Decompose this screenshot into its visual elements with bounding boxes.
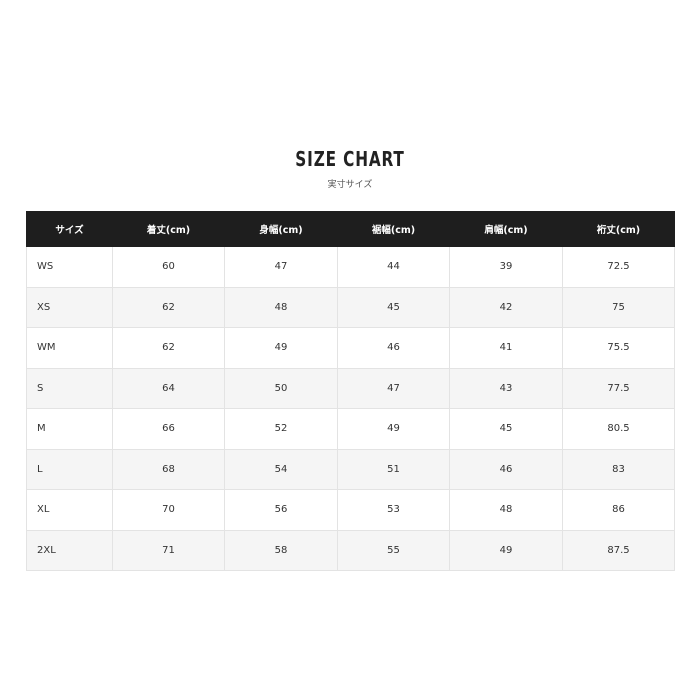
table-row: 2XL 71 58 55 49 87.5 [26, 529, 675, 571]
measurement-cell: 83 [562, 448, 675, 490]
table-row: S 64 50 47 43 77.5 [26, 367, 675, 409]
measurement-cell: 39 [449, 246, 563, 288]
table-row: M 66 52 49 45 80.5 [26, 408, 675, 450]
column-header: 肩幅(cm) [449, 211, 563, 247]
measurement-cell: 62 [112, 286, 225, 328]
column-header: 着丈(cm) [112, 211, 225, 247]
measurement-cell: 64 [112, 367, 225, 409]
table-header-row: サイズ 着丈(cm) 身幅(cm) 裾幅(cm) 肩幅(cm) 裄丈(cm) [26, 211, 675, 247]
size-label-cell: WS [26, 246, 113, 288]
measurement-cell: 47 [337, 367, 450, 409]
measurement-cell: 75.5 [562, 327, 675, 369]
size-label-cell: WM [26, 327, 113, 369]
measurement-cell: 54 [224, 448, 338, 490]
measurement-cell: 46 [449, 448, 563, 490]
measurement-cell: 53 [337, 489, 450, 531]
measurement-cell: 49 [224, 327, 338, 369]
measurement-cell: 87.5 [562, 529, 675, 571]
size-label-cell: XS [26, 286, 113, 328]
measurement-cell: 44 [337, 246, 450, 288]
measurement-cell: 70 [112, 489, 225, 531]
measurement-cell: 58 [224, 529, 338, 571]
measurement-cell: 45 [337, 286, 450, 328]
column-header: 裾幅(cm) [337, 211, 450, 247]
measurement-cell: 75 [562, 286, 675, 328]
measurement-cell: 55 [337, 529, 450, 571]
measurement-cell: 66 [112, 408, 225, 450]
measurement-cell: 51 [337, 448, 450, 490]
page-title: SIZE CHART [295, 147, 405, 171]
size-chart-table: サイズ 着丈(cm) 身幅(cm) 裾幅(cm) 肩幅(cm) 裄丈(cm) WS 60 47… [26, 211, 675, 571]
column-header: サイズ [26, 211, 113, 247]
measurement-cell: 43 [449, 367, 563, 409]
measurement-cell: 62 [112, 327, 225, 369]
measurement-cell: 68 [112, 448, 225, 490]
measurement-cell: 49 [337, 408, 450, 450]
measurement-cell: 46 [337, 327, 450, 369]
measurement-cell: 56 [224, 489, 338, 531]
table-row: XL 70 56 53 48 86 [26, 489, 675, 531]
measurement-cell: 86 [562, 489, 675, 531]
measurement-cell: 45 [449, 408, 563, 450]
measurement-cell: 48 [449, 489, 563, 531]
measurement-cell: 52 [224, 408, 338, 450]
column-header: 裄丈(cm) [562, 211, 675, 247]
measurement-cell: 49 [449, 529, 563, 571]
size-label-cell: M [26, 408, 113, 450]
table-row: WS 60 47 44 39 72.5 [26, 246, 675, 288]
size-label-cell: 2XL [26, 529, 113, 571]
measurement-cell: 71 [112, 529, 225, 571]
column-header: 身幅(cm) [224, 211, 338, 247]
measurement-cell: 42 [449, 286, 563, 328]
measurement-cell: 41 [449, 327, 563, 369]
table-row: L 68 54 51 46 83 [26, 448, 675, 490]
measurement-cell: 48 [224, 286, 338, 328]
size-label-cell: S [26, 367, 113, 409]
measurement-cell: 60 [112, 246, 225, 288]
measurement-cell: 77.5 [562, 367, 675, 409]
size-label-cell: XL [26, 489, 113, 531]
measurement-cell: 72.5 [562, 246, 675, 288]
measurement-cell: 50 [224, 367, 338, 409]
table-row: XS 62 48 45 42 75 [26, 286, 675, 328]
measurement-cell: 47 [224, 246, 338, 288]
page-subtitle: 実寸サイズ [327, 180, 373, 190]
table-row: WM 62 49 46 41 75.5 [26, 327, 675, 369]
size-label-cell: L [26, 448, 113, 490]
measurement-cell: 80.5 [562, 408, 675, 450]
